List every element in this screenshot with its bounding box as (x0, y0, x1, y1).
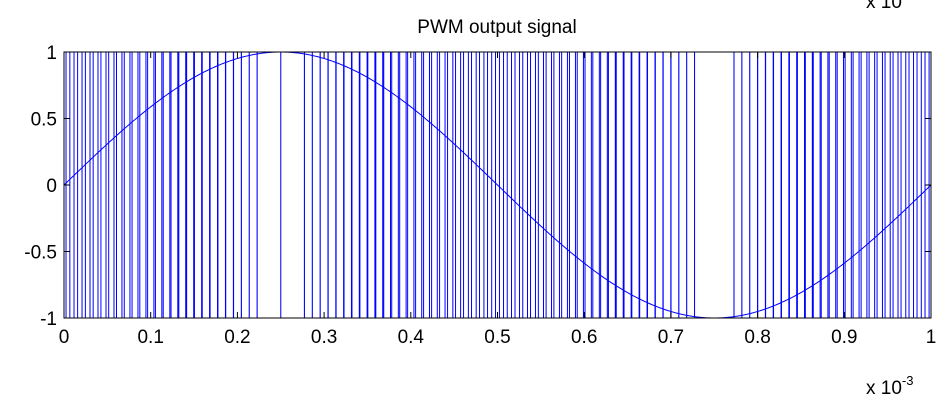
y-tick-label: -0.5 (24, 243, 57, 264)
y-tick-label: 1 (46, 43, 57, 64)
x-tick-label: 0.7 (658, 327, 684, 348)
x-tick-label: 0.9 (831, 327, 857, 348)
x-multiplier-power: -3 (902, 373, 914, 388)
x-tick-label: 0 (59, 327, 70, 348)
top-exponent-power: -3 (902, 0, 914, 2)
x-tick-label: 1 (926, 327, 937, 348)
top-exponent-base: x 10 (866, 0, 902, 13)
y-tick-label: -1 (40, 309, 57, 330)
y-tick-label: 0.5 (31, 110, 57, 131)
sine-reference-line (63, 51, 932, 319)
x-multiplier-base: x 10 (866, 378, 902, 399)
top-exponent-label: x 10-3 (866, 0, 913, 13)
y-axis-ticks: 1 0.5 0 -0.5 -1 (24, 43, 931, 330)
x-tick-label: 0.3 (311, 327, 337, 348)
chart-title: PWM output signal (417, 17, 576, 38)
sine-reference-series (63, 51, 932, 319)
x-axis-ticks: 0 0.1 0.2 0.3 0.4 0.5 0.6 0.7 0.8 0.9 1 (59, 52, 937, 348)
x-tick-label: 0.4 (398, 327, 425, 348)
x-tick-label: 0.1 (137, 327, 163, 348)
x-tick-label: 0.2 (224, 327, 250, 348)
x-tick-label: 0.6 (571, 327, 597, 348)
x-tick-label: 0.8 (744, 327, 770, 348)
y-tick-label: 0 (46, 176, 57, 197)
x-tick-label: 0.5 (484, 327, 510, 348)
x-multiplier-label: x 10-3 (866, 373, 913, 399)
